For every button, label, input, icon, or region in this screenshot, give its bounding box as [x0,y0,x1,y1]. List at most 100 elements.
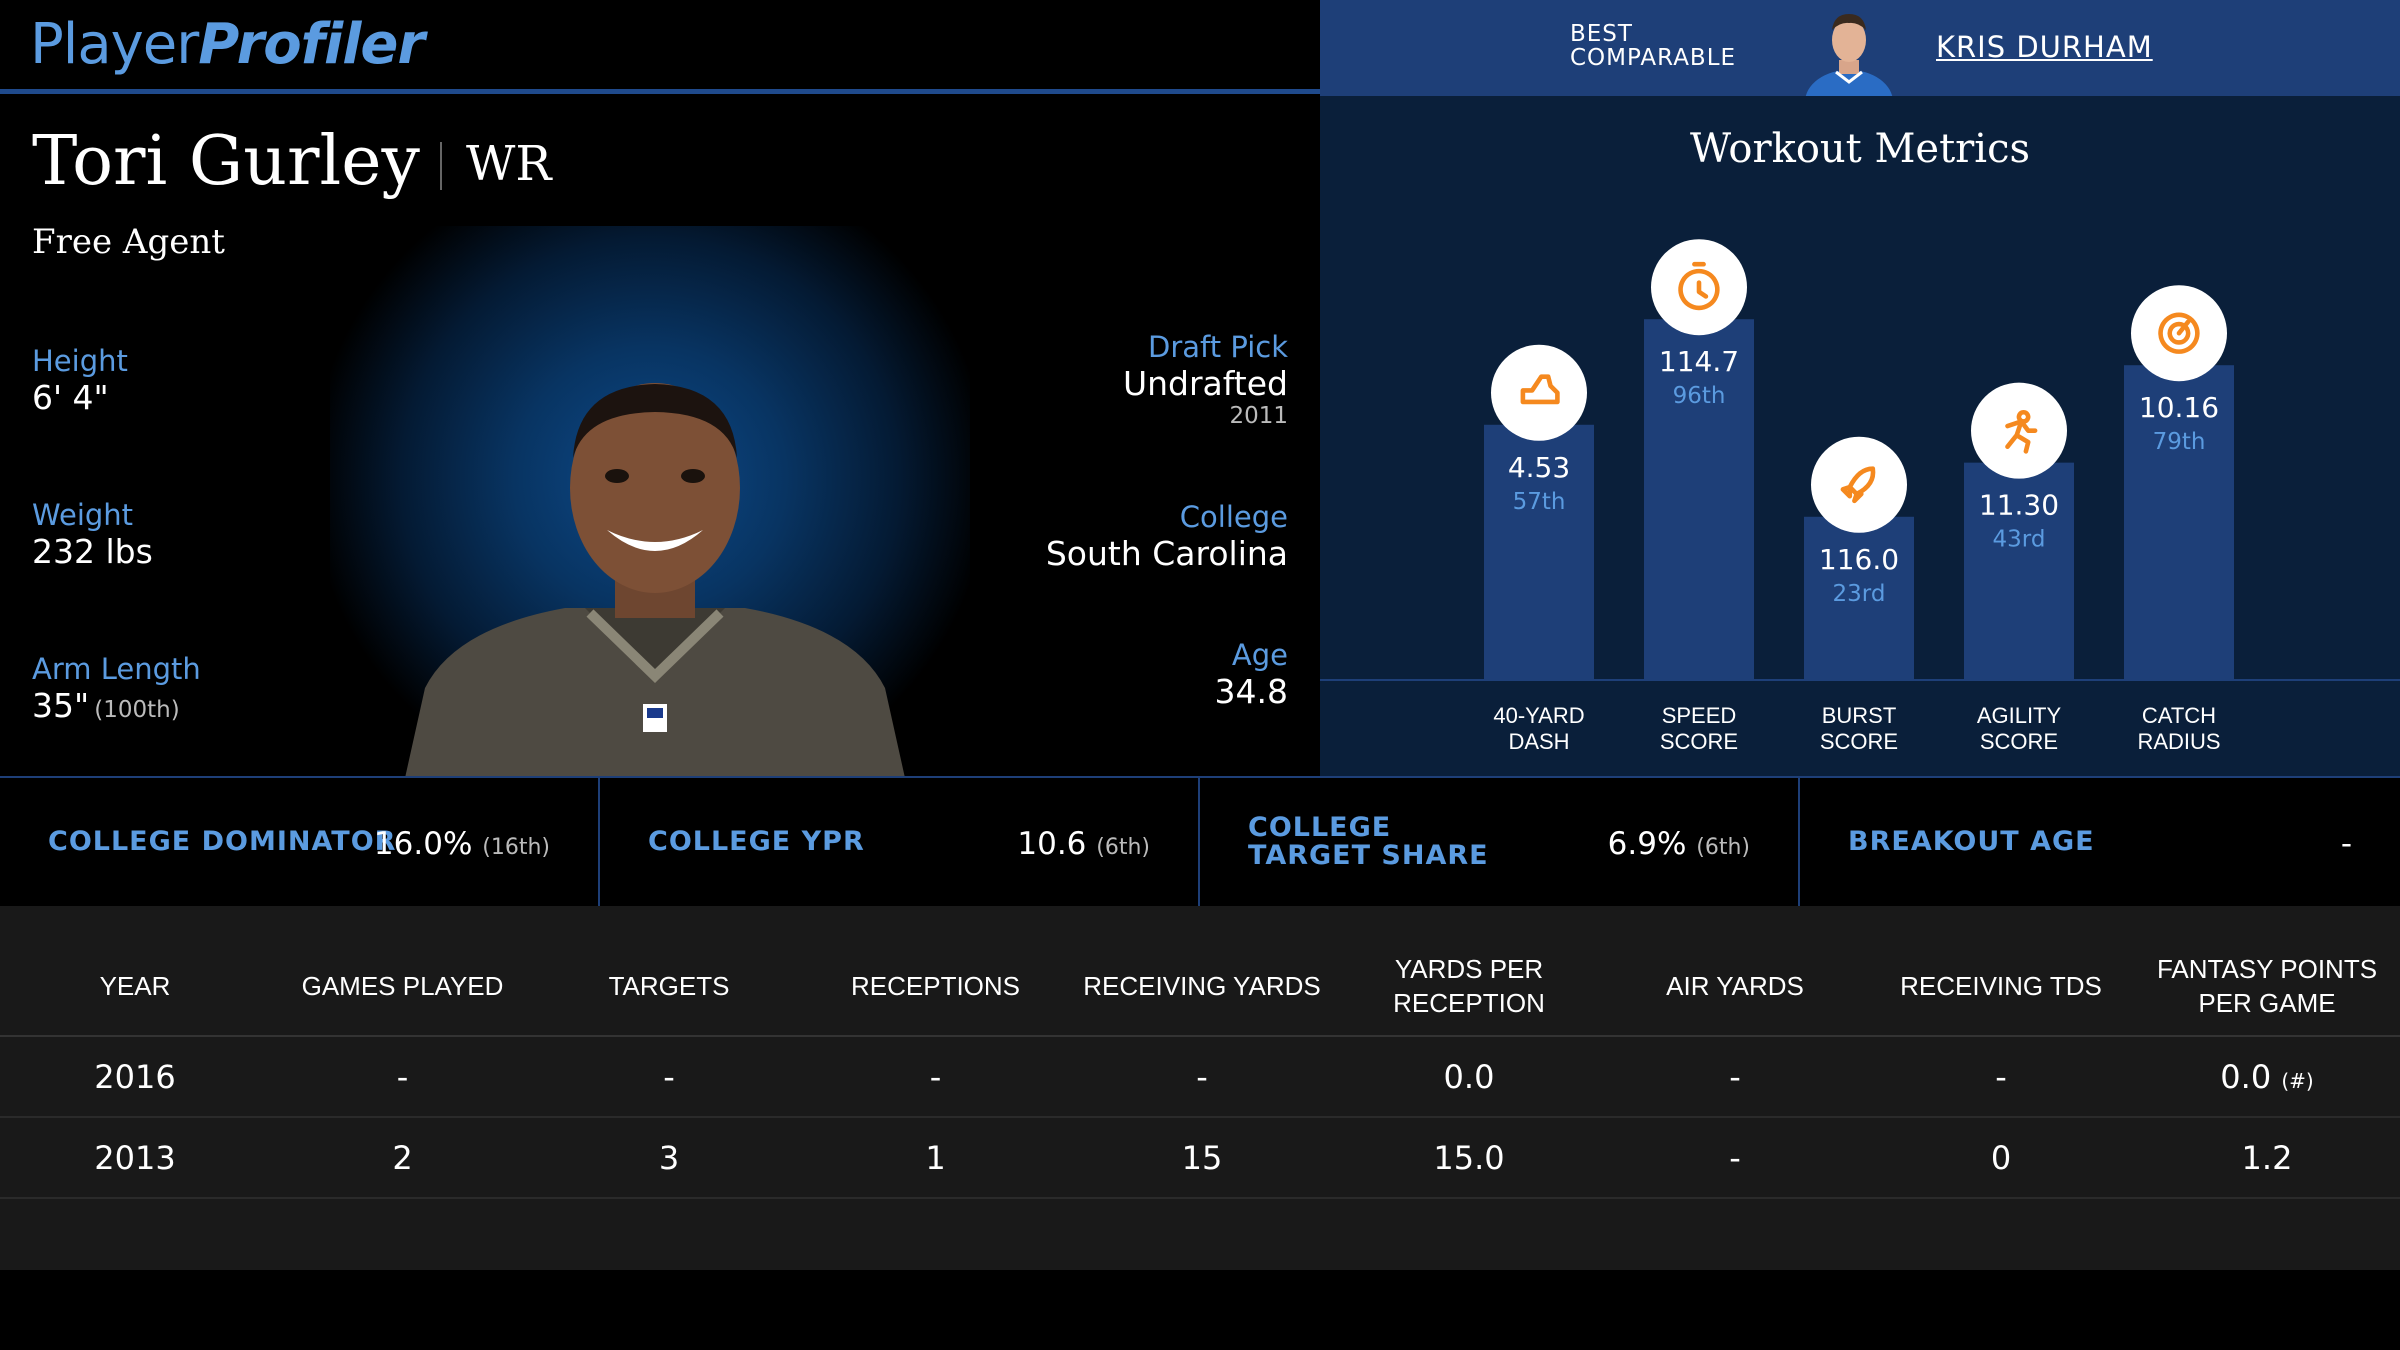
height-value: 6' 4" [32,378,109,417]
arm-length-stat: Arm Length 35" (100th) [32,652,201,725]
col-yards-per-reception[interactable]: YARDS PER RECEPTION [1336,936,1602,1037]
college-ypr-value: 10.6 (6th) [1017,826,1150,862]
table-header-row: YEAR GAMES PLAYED TARGETS RECEPTIONS REC… [0,936,2400,1037]
metric-value: 10.16 [2139,391,2219,424]
col-targets[interactable]: TARGETS [535,936,803,1037]
table-cell: 2 [270,1117,535,1199]
metric-bar[interactable] [1804,516,1914,679]
college-value: South Carolina [1045,534,1288,573]
college-dominator-label: COLLEGE DOMINATOR [48,826,397,857]
college-stat: College South Carolina [1046,500,1288,573]
table-cell: 0.0 [1336,1036,1602,1118]
name-divider [440,142,442,190]
metric-bar[interactable] [1644,319,1754,679]
table-cell: - [803,1036,1068,1118]
metric-value: 116.0 [1819,543,1899,576]
age-label: Age [1231,638,1288,672]
age-value: 34.8 [1214,672,1288,711]
table-cell: - [270,1036,535,1118]
metric-value: 4.53 [1508,451,1570,484]
breakout-age-value: - [2340,826,2352,862]
table-cell: 2016 [0,1036,270,1118]
comparable-player-link[interactable]: KRIS DURHAM [1936,30,2153,64]
col-games-played[interactable]: GAMES PLAYED [270,936,535,1037]
breakout-age-cell: BREAKOUT AGE - [1800,778,2400,908]
chart-baseline [1320,679,2400,681]
weight-stat: Weight 232 lbs [32,498,153,571]
logo-area: PlayerProfiler [0,0,1320,94]
college-ypr-label: COLLEGE YPR [648,826,865,857]
col-air-yards[interactable]: AIR YARDS [1602,936,1868,1037]
metric-label: SCORE [1660,729,1738,754]
draft-pick-stat: Draft Pick Undrafted 2011 [1123,330,1288,429]
college-target-share-value: 6.9% (6th) [1607,826,1750,862]
metric-value: 114.7 [1659,345,1739,378]
metric-label: BURST [1822,703,1897,728]
table-cell: 15 [1068,1117,1336,1199]
college-target-share-cell: COLLEGE TARGET SHARE 6.9% (6th) [1200,778,1800,908]
metric-label: SPEED [1662,703,1737,728]
table-cell: 1 [803,1117,1068,1199]
rocket-icon [1840,466,1876,504]
draft-year: 2011 [1229,403,1288,429]
metric-bar[interactable] [1964,462,2074,679]
best-comparable-panel: BEST COMPARABLE KRIS DURHAM [1320,0,2400,96]
player-team: Free Agent [32,222,225,262]
draft-pick-label: Draft Pick [1148,330,1288,364]
col-year[interactable]: YEAR [0,936,270,1037]
shoe-icon [1520,374,1560,405]
table-cell: - [1868,1036,2134,1118]
workout-metrics-panel: Workout Metrics 4.53 57th 40-YARD DASH 114.7… [1320,96,2400,776]
metric-label: CATCH [2142,703,2216,728]
workout-metrics-chart: 4.5357th40-YARDDASH114.796thSPEEDSCORE11… [1484,239,2234,754]
best-comparable-label-line2: COMPARABLE [1570,45,1737,71]
college-label: College [1179,500,1288,534]
metric-rank: 23rd [1833,581,1886,607]
footnote-marker[interactable]: (#) [2281,1068,2314,1093]
table-cell: 15.0 [1336,1117,1602,1199]
metric-label: SCORE [1980,729,2058,754]
col-receiving-tds[interactable]: RECEIVING TDS [1868,936,2134,1037]
metric-rank: 79th [2153,429,2206,455]
comparable-player-photo [1805,14,1893,96]
target-icon [2158,312,2200,354]
metric-label: SCORE [1820,729,1898,754]
runner-icon [2005,409,2038,454]
arm-length-value: 35" [32,686,90,725]
table-cell: - [1602,1117,1868,1199]
col-fantasy-points-per-game[interactable]: FANTASY POINTS PER GAME [2134,936,2400,1037]
season-stats-section: YEAR GAMES PLAYED TARGETS RECEPTIONS REC… [0,906,2400,1270]
height-stat: Height 6' 4" [32,344,128,417]
best-comparable-label: BEST COMPARABLE [1570,22,1736,70]
table-cell: - [535,1036,803,1118]
metric-value: 11.30 [1979,489,2059,522]
college-ypr-cell: COLLEGE YPR 10.6 (6th) [600,778,1200,908]
age-stat: Age 34.8 [1215,638,1288,711]
player-position: WR [466,136,552,192]
weight-label: Weight [32,498,134,532]
logo-text-player: Player [30,12,199,77]
fantasy-value: 0.0 [2220,1057,2272,1096]
college-dominator-value: 16.0% (16th) [373,826,550,862]
college-dominator-cell: COLLEGE DOMINATOR 16.0% (16th) [0,778,600,908]
draft-pick-value: Undrafted [1122,364,1288,403]
top-bar: PlayerProfiler BEST COMPARABLE KRIS DURH… [0,0,2400,96]
table-cell: 3 [535,1117,803,1199]
table-cell: - [1602,1036,1868,1118]
metric-bar[interactable] [2124,365,2234,679]
player-photo [405,383,905,776]
metric-bar[interactable] [1484,424,1594,679]
college-stats-strip: COLLEGE DOMINATOR 16.0% (16th) COLLEGE Y… [0,776,2400,908]
weight-value: 232 lbs [32,532,153,571]
table-cell: 0 [1868,1117,2134,1199]
table-row: 2016 - - - - 0.0 - - 0.0 (#) [0,1036,2400,1118]
metric-label: DASH [1508,729,1569,754]
height-label: Height [32,344,128,378]
col-receptions[interactable]: RECEPTIONS [803,936,1068,1037]
logo-text-profiler: Profiler [198,12,425,77]
metric-icon-badge [1811,436,1907,533]
col-receiving-yards[interactable]: RECEIVING YARDS [1068,936,1336,1037]
player-profiler-logo[interactable]: PlayerProfiler [30,12,425,77]
table-cell-fantasy: 0.0 (#) [2134,1036,2400,1118]
breakout-age-label: BREAKOUT AGE [1848,826,2095,857]
